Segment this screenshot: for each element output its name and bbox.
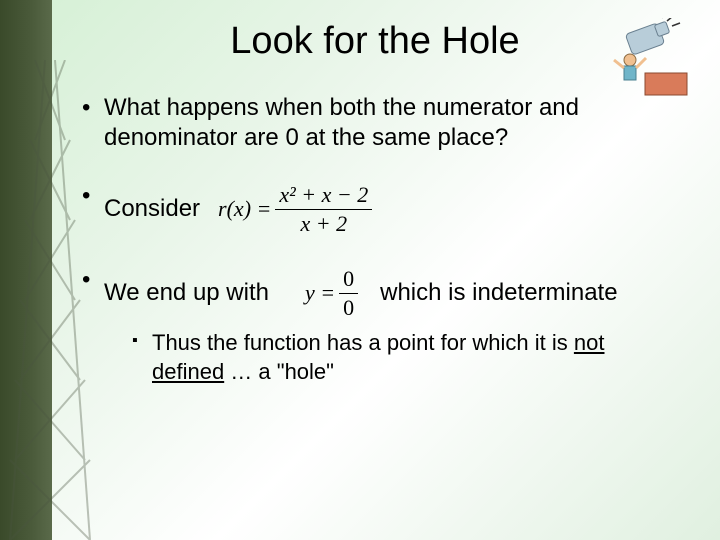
sub-bullets: Thus the function has a point for which … xyxy=(104,329,680,386)
bullet-2-text: Consider xyxy=(104,194,200,224)
formula-y: y = 0 0 xyxy=(305,265,362,321)
main-bullets: What happens when both the numerator and… xyxy=(70,93,680,386)
slide-title: Look for the Hole xyxy=(70,20,680,63)
telescope-clipart xyxy=(600,18,690,98)
bullet-1: What happens when both the numerator and… xyxy=(82,93,680,153)
sub-bullet-1: Thus the function has a point for which … xyxy=(132,329,680,386)
bullet-3: We end up with y = 0 0 which is indeterm… xyxy=(82,265,680,386)
formula-rx: r(x) = x² + x − 2 x + 2 xyxy=(218,181,376,237)
bullet-3-suffix: which is indeterminate xyxy=(380,278,617,308)
bullet-3-prefix: We end up with xyxy=(104,278,269,308)
bullet-2: Consider r(x) = x² + x − 2 x + 2 xyxy=(82,181,680,237)
